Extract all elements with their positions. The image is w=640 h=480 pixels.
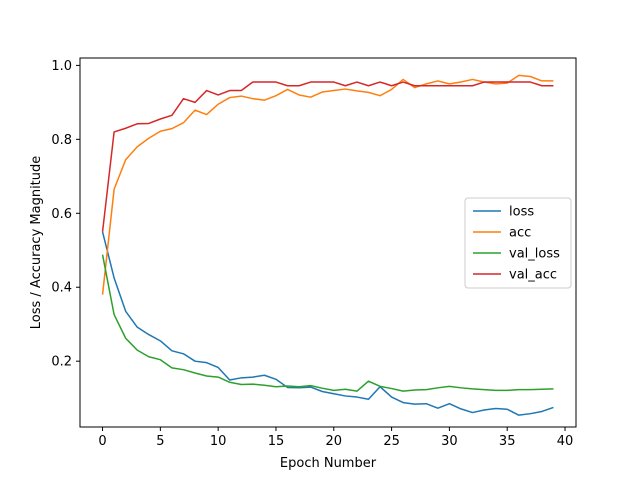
plot-frame — [79, 57, 577, 428]
legend: loss acc val_loss val_acc — [464, 197, 572, 289]
legend-box — [464, 197, 572, 289]
x-tick-label: 15 — [268, 434, 285, 449]
legend-label: acc — [509, 226, 531, 241]
series-line-val-acc — [101, 81, 554, 232]
x-tick-label: 40 — [557, 434, 574, 449]
y-axis-label: Loss / Accuracy Magnitude — [29, 156, 44, 330]
legend-label: val_loss — [509, 247, 560, 262]
y-tick-label: 0.4 — [51, 281, 72, 296]
series-line-loss — [101, 231, 554, 416]
series-line-acc — [101, 74, 554, 295]
x-axis-label: Epoch Number — [280, 456, 377, 471]
x-tick-label: 5 — [156, 434, 164, 449]
ticks-layer: 0 5 10 15 20 25 30 35 40 0.2 0.4 0.6 0.8 1.0 — [51, 59, 573, 449]
y-tick-label: 0.6 — [51, 207, 72, 222]
legend-label: val_acc — [509, 268, 557, 283]
x-tick-label: 30 — [441, 434, 458, 449]
x-tick-label: 25 — [383, 434, 400, 449]
x-tick-label: 10 — [210, 434, 227, 449]
series-layer — [101, 74, 554, 416]
y-tick-label: 0.8 — [51, 133, 72, 148]
y-tick-label: 1.0 — [51, 59, 72, 74]
x-tick-label: 35 — [499, 434, 516, 449]
legend-label: loss — [509, 205, 534, 220]
x-tick-label: 0 — [98, 434, 106, 449]
y-tick-label: 0.2 — [51, 355, 72, 370]
series-line-val-loss — [101, 254, 554, 392]
x-tick-label: 20 — [326, 434, 343, 449]
